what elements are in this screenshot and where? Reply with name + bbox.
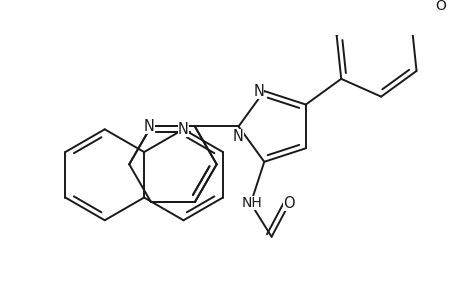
Text: O: O <box>283 196 294 211</box>
Text: N: N <box>253 83 264 98</box>
Text: O: O <box>435 0 445 14</box>
Text: NH: NH <box>241 196 262 209</box>
Text: N: N <box>178 122 189 137</box>
Text: N: N <box>233 129 243 144</box>
Text: N: N <box>144 119 154 134</box>
